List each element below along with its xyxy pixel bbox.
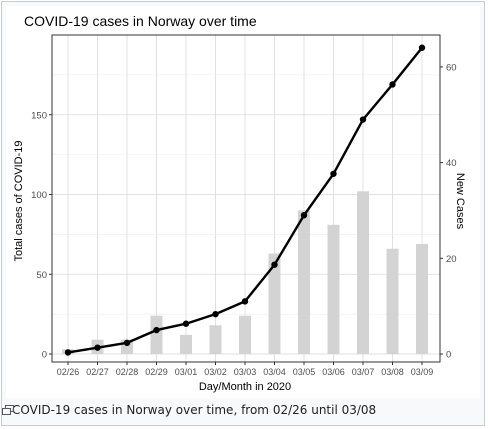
y-tick-label: 0 (42, 350, 47, 361)
total-cases-point (241, 298, 249, 305)
bar-new-cases (180, 334, 192, 355)
x-tick-label: 03/01 (175, 367, 198, 377)
bar-new-cases (386, 248, 399, 355)
x-tick-label: 03/05 (293, 367, 316, 377)
x-tick-label: 02/28 (116, 367, 139, 377)
y-axis-label: Total cases of COVID-19 (13, 140, 25, 261)
bar-new-cases (327, 224, 340, 355)
bar-new-cases (150, 315, 163, 355)
total-cases-point (123, 339, 131, 347)
x-tick-label: 03/06 (322, 367, 345, 377)
figure-caption: COVID-19 cases in Norway over time, from… (12, 403, 377, 417)
total-cases-point (64, 349, 72, 356)
total-cases-point (212, 310, 219, 318)
chart-image[interactable]: 0 50 100 150 0 20 40 60 02/26 02/27 02/28 02/29 03/0… (6, 6, 480, 398)
bar-new-cases (416, 243, 428, 355)
total-cases-point (94, 344, 101, 351)
bar-new-cases (239, 315, 251, 355)
total-cases-point (330, 170, 337, 177)
y-tick-label: 150 (31, 110, 47, 121)
bar-new-cases (298, 210, 310, 355)
chart-title: COVID-19 cases in Norway over time (24, 13, 257, 29)
x-tick-label: 03/04 (263, 367, 286, 377)
y-tick-label: 100 (31, 190, 47, 201)
x-tick-label: 02/26 (57, 367, 80, 377)
x-tick-label: 03/02 (204, 367, 227, 377)
total-cases-point (153, 326, 160, 334)
y2-tick-label: 60 (446, 62, 457, 73)
total-cases-point (300, 212, 308, 219)
x-tick-label: 03/07 (352, 367, 375, 377)
enlarge-icon[interactable] (2, 405, 14, 415)
plot-panel (52, 35, 440, 362)
total-cases-point (359, 116, 367, 123)
y2-tick-label: 40 (446, 158, 457, 169)
bar-new-cases (268, 253, 281, 355)
y-tick-label: 50 (36, 270, 47, 281)
bar-new-cases (209, 325, 222, 355)
total-cases-point (182, 320, 190, 327)
total-cases-point (271, 261, 278, 268)
total-cases-point (389, 81, 396, 88)
total-cases-point (418, 44, 426, 51)
bar-new-cases (357, 191, 369, 355)
covid-chart: 0 50 100 150 0 20 40 60 02/26 02/27 02/28 02/29 03/0… (13, 13, 466, 393)
secondary-y-axis-label: New Cases (454, 173, 466, 230)
x-tick-label: 02/27 (86, 367, 109, 377)
x-tick-label: 03/08 (381, 367, 404, 377)
x-tick-label: 02/29 (145, 367, 168, 377)
y2-tick-label: 0 (446, 350, 451, 361)
x-tick-label: 03/09 (411, 367, 434, 377)
x-axis-label: Day/Month in 2020 (199, 381, 291, 393)
y2-tick-label: 20 (446, 254, 457, 265)
x-tick-label: 03/03 (234, 367, 257, 377)
plot-frame (51, 34, 441, 363)
